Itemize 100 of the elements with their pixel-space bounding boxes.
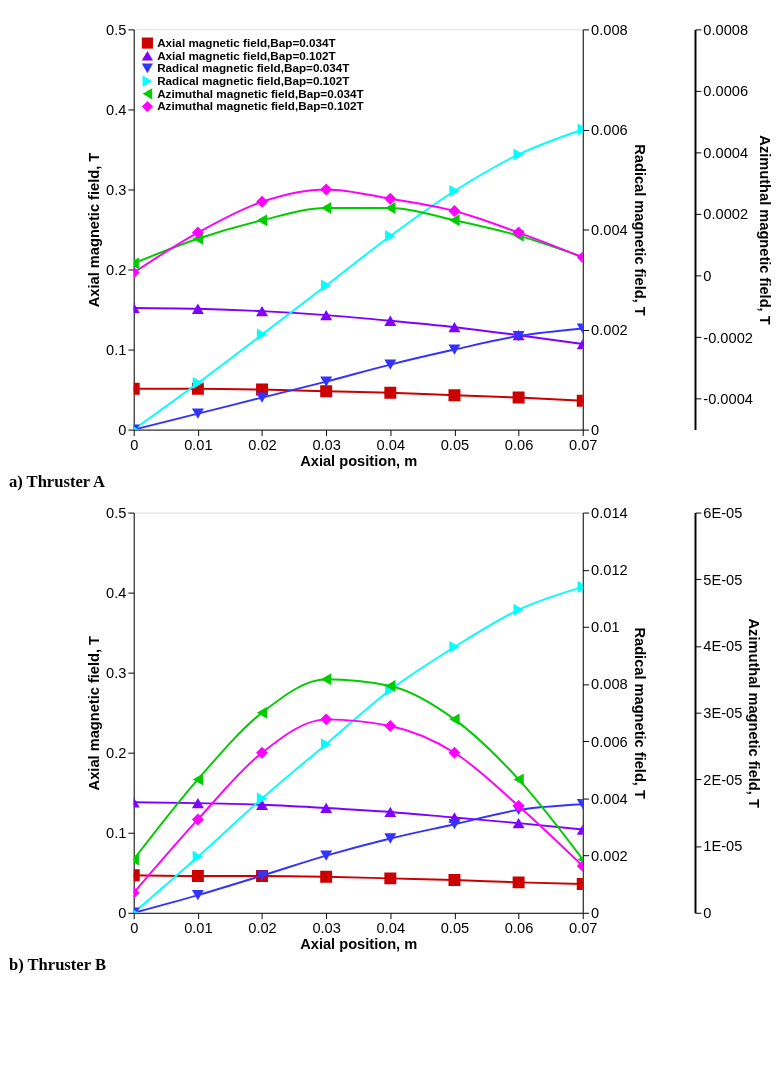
point: [192, 377, 204, 390]
point: [320, 673, 332, 686]
x-tick-label: 0.03: [312, 919, 341, 936]
y3-tick-label: 1E-05: [703, 838, 743, 855]
y3-tick-label: 0.0008: [703, 21, 749, 38]
x-tick-label: 0.06: [504, 436, 534, 453]
y-tick-label: 0.2: [106, 745, 127, 762]
point: [448, 746, 461, 759]
point: [448, 205, 461, 218]
point: [320, 385, 333, 398]
y-tick-label: 0.2: [106, 261, 127, 278]
y-tick-label: 0: [118, 905, 127, 922]
y2-tick-label: 0: [591, 421, 600, 438]
y2-axis-title: Radical magnetic field, T: [631, 144, 648, 316]
point: [191, 408, 204, 419]
legend-label: Azimuthal magnetic field,Bap=0.102T: [157, 99, 365, 113]
y-tick-label: 0.5: [106, 21, 127, 38]
y3-axis-title: Azimuthal magnetic field, T: [756, 135, 773, 325]
point: [256, 195, 268, 208]
y2-tick-label: 0.012: [591, 562, 628, 579]
text: b) Thruster B: [8, 955, 106, 975]
y2-axis-title: Radical magnetic field, T: [631, 627, 648, 799]
x-tick-label: 0.04: [376, 436, 406, 453]
y-tick-label: 0.1: [106, 825, 127, 842]
y3-tick-label: 0.0006: [703, 83, 749, 100]
x-tick-label: 0.02: [248, 436, 277, 453]
point: [191, 226, 204, 239]
y-axis-title: Axial magnetic field, T: [86, 152, 103, 308]
y-tick-label: 0.3: [106, 665, 127, 682]
legend-label: Axial magnetic field,Bap=0.034T: [157, 35, 337, 49]
y-tick-label: 0.5: [106, 504, 127, 521]
y3-tick-label: -0.0004: [703, 391, 753, 408]
legend-label: Axial magnetic field,Bap=0.102T: [157, 48, 337, 62]
x-tick-label: 0: [130, 436, 139, 453]
y-axis-title: Axial magnetic field, T: [86, 635, 103, 791]
point: [191, 303, 204, 314]
y2-tick-label: 0.004: [591, 221, 628, 238]
point: [384, 315, 397, 326]
point: [384, 192, 397, 205]
y2-tick-label: 0.004: [591, 790, 628, 807]
point: [512, 800, 525, 813]
x-tick-label: 0.03: [312, 436, 341, 453]
y2-tick-label: 0.006: [591, 121, 628, 138]
point: [320, 183, 333, 196]
point: [320, 738, 332, 751]
y2-tick-label: 0.008: [591, 21, 628, 38]
point: [256, 214, 268, 227]
y3-tick-label: 0: [703, 268, 712, 285]
point: [384, 833, 397, 844]
point: [320, 309, 333, 321]
point: [448, 389, 461, 402]
legend-label: Radical magnetic field,Bap=0.102T: [157, 74, 351, 88]
x-tick-label: 0.01: [184, 919, 213, 936]
y3-tick-label: 5E-05: [703, 571, 743, 588]
point: [320, 713, 333, 726]
y-tick-label: 0: [118, 421, 127, 438]
point: [449, 214, 460, 227]
point: [384, 720, 397, 733]
point: [513, 603, 524, 616]
text: a) Thruster A: [8, 472, 106, 492]
y3-tick-label: 4E-05: [703, 638, 743, 655]
x-tick-label: 0.01: [184, 436, 213, 453]
point: [384, 359, 397, 370]
point: [320, 802, 333, 814]
legend-label: Azimuthal magnetic field,Bap=0.034T: [157, 86, 365, 100]
y3-tick-label: 2E-05: [703, 771, 743, 788]
y2-tick-label: 0.008: [591, 676, 628, 693]
point: [384, 806, 397, 818]
x-tick-label: 0.07: [569, 919, 598, 936]
point: [320, 376, 333, 387]
point: [256, 706, 268, 719]
y3-tick-label: 6E-05: [703, 504, 743, 521]
point: [384, 872, 397, 885]
point: [191, 870, 204, 882]
y3-tick-label: 0.0004: [703, 144, 749, 161]
point: [191, 813, 204, 826]
y2-tick-label: 0: [591, 905, 600, 922]
point: [192, 850, 204, 863]
point: [384, 386, 397, 399]
y-tick-label: 0.4: [106, 584, 127, 601]
y3-tick-label: 0.0002: [703, 206, 749, 223]
point: [320, 850, 333, 861]
x-tick-label: 0.04: [376, 919, 406, 936]
y3-tick-label: 0: [703, 905, 712, 922]
x-axis-title: Axial position, m: [300, 453, 418, 470]
y2-tick-label: 0.002: [591, 321, 628, 338]
y3-tick-label: -0.0002: [703, 329, 753, 346]
y2-tick-label: 0.014: [591, 504, 628, 521]
point: [320, 870, 333, 883]
point: [191, 797, 204, 809]
x-tick-label: 0.05: [440, 919, 470, 936]
y3-axis-title: Azimuthal magnetic field, T: [746, 618, 763, 808]
y3-tick-label: 3E-05: [703, 705, 743, 722]
x-tick-label: 0.05: [440, 436, 470, 453]
y2-tick-label: 0.01: [591, 619, 620, 636]
legend-label: Radical magnetic field,Bap=0.034T: [157, 61, 351, 75]
point: [256, 746, 268, 759]
x-tick-label: 0.06: [504, 919, 534, 936]
point: [320, 201, 332, 214]
y-tick-label: 0.1: [106, 341, 127, 358]
